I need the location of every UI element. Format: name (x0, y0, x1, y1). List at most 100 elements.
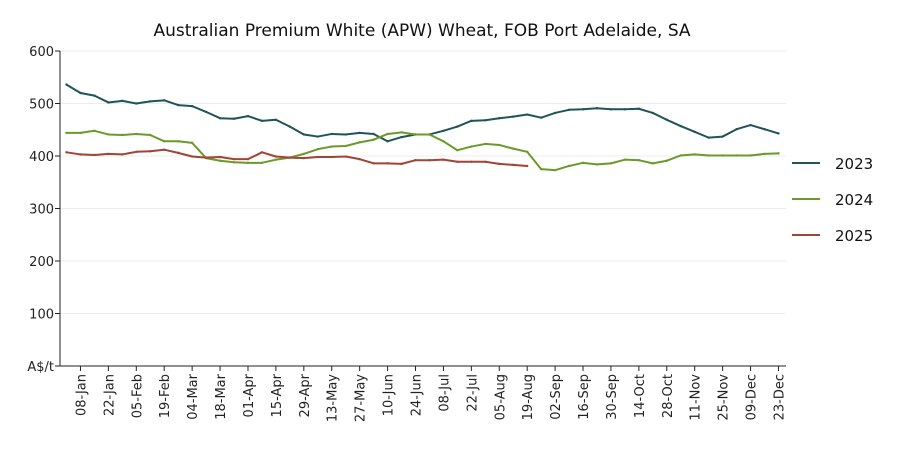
data-point (232, 117, 236, 120)
x-tick-label: 14-Oct (633, 374, 648, 418)
data-point (400, 162, 403, 166)
x-tick-label: 15-Apr (270, 373, 285, 417)
data-point (372, 162, 375, 165)
x-tick-label: 18-Mar (214, 373, 229, 419)
data-point (135, 132, 138, 136)
legend-label: 2024 (835, 191, 873, 209)
data-point (274, 155, 278, 158)
x-tick-label: 08-Jul (437, 374, 452, 412)
data-point (344, 144, 347, 148)
x-tick-label: 11-Nov (689, 374, 704, 421)
data-point (428, 133, 431, 136)
data-point (218, 117, 222, 120)
data-point (400, 131, 403, 134)
data-point (777, 152, 780, 155)
data-point (79, 91, 82, 95)
data-point (260, 151, 264, 154)
data-point (609, 108, 613, 111)
data-point (316, 135, 319, 138)
x-tick-label: 28-Oct (661, 374, 676, 418)
y-tick-label: 200 (29, 255, 54, 270)
data-point (581, 161, 585, 165)
x-tick-label: 10-Jun (382, 374, 397, 416)
data-point (218, 159, 222, 162)
data-point (65, 83, 68, 86)
data-point (442, 158, 445, 161)
data-point (302, 156, 306, 160)
data-point (456, 149, 459, 152)
y-axis-ticks: A$/t 100 200 300 400 500 600 (27, 45, 60, 375)
data-point (176, 103, 180, 107)
data-point (288, 156, 292, 159)
data-point (190, 141, 194, 145)
x-tick-label: 25-Nov (717, 374, 732, 421)
y-tick-label: 600 (29, 45, 54, 60)
series-line-2024 (65, 129, 780, 172)
data-point (288, 125, 292, 128)
data-point (553, 168, 557, 172)
data-point (107, 101, 110, 104)
data-point (358, 141, 361, 144)
series-layer (65, 83, 780, 172)
data-point (623, 108, 627, 111)
data-point (428, 159, 431, 162)
data-point (93, 94, 96, 97)
data-point (749, 154, 752, 157)
data-point (135, 102, 138, 105)
data-point (121, 99, 124, 103)
series-line-2025 (65, 148, 529, 167)
data-point (274, 158, 278, 161)
data-point (414, 159, 417, 162)
data-point (721, 135, 724, 138)
data-point (149, 100, 152, 103)
data-point (484, 119, 487, 122)
x-tick-label: 19-Aug (521, 374, 536, 420)
data-point (204, 110, 208, 114)
data-point (79, 153, 82, 156)
data-point (456, 125, 459, 128)
x-tick-label: 05-Feb (130, 374, 145, 418)
data-point (330, 132, 333, 136)
data-point (484, 142, 487, 146)
data-point (665, 118, 668, 121)
data-point (651, 162, 655, 165)
data-point (651, 111, 655, 115)
data-point (232, 161, 236, 164)
data-point (498, 143, 501, 147)
data-point (163, 140, 166, 143)
data-point (539, 167, 543, 171)
data-point (302, 133, 306, 136)
data-point (163, 99, 166, 102)
data-point (679, 124, 682, 128)
legend: 2023 2024 2025 (792, 155, 873, 245)
x-tick-label: 22-Jan (102, 374, 117, 416)
data-point (623, 158, 627, 161)
data-point (176, 151, 180, 155)
x-tick-label: 22-Jul (465, 374, 480, 412)
data-point (456, 160, 459, 163)
data-point (414, 133, 417, 136)
data-point (735, 154, 738, 157)
data-point (539, 116, 543, 119)
data-point (121, 133, 124, 137)
data-point (442, 129, 445, 132)
data-point (330, 155, 333, 159)
data-point (400, 135, 403, 139)
data-point (302, 152, 306, 156)
y-tick-label: 500 (29, 98, 54, 113)
data-point (190, 104, 194, 108)
data-point (637, 107, 641, 110)
x-tick-label: 30-Sep (605, 374, 620, 420)
y-tick-label: 400 (29, 150, 54, 165)
x-tick-label: 29-Apr (298, 373, 313, 417)
y-tick-label: 300 (29, 203, 54, 218)
x-tick-label: 01-Apr (242, 373, 257, 417)
data-point (735, 128, 738, 131)
data-point (525, 113, 529, 116)
chart-title: Australian Premium White (APW) Wheat, FO… (153, 21, 690, 41)
data-point (553, 111, 557, 115)
x-tick-label: 16-Sep (577, 374, 592, 420)
data-point (358, 157, 361, 161)
x-tick-label: 09-Dec (745, 374, 760, 420)
data-point (498, 117, 501, 120)
